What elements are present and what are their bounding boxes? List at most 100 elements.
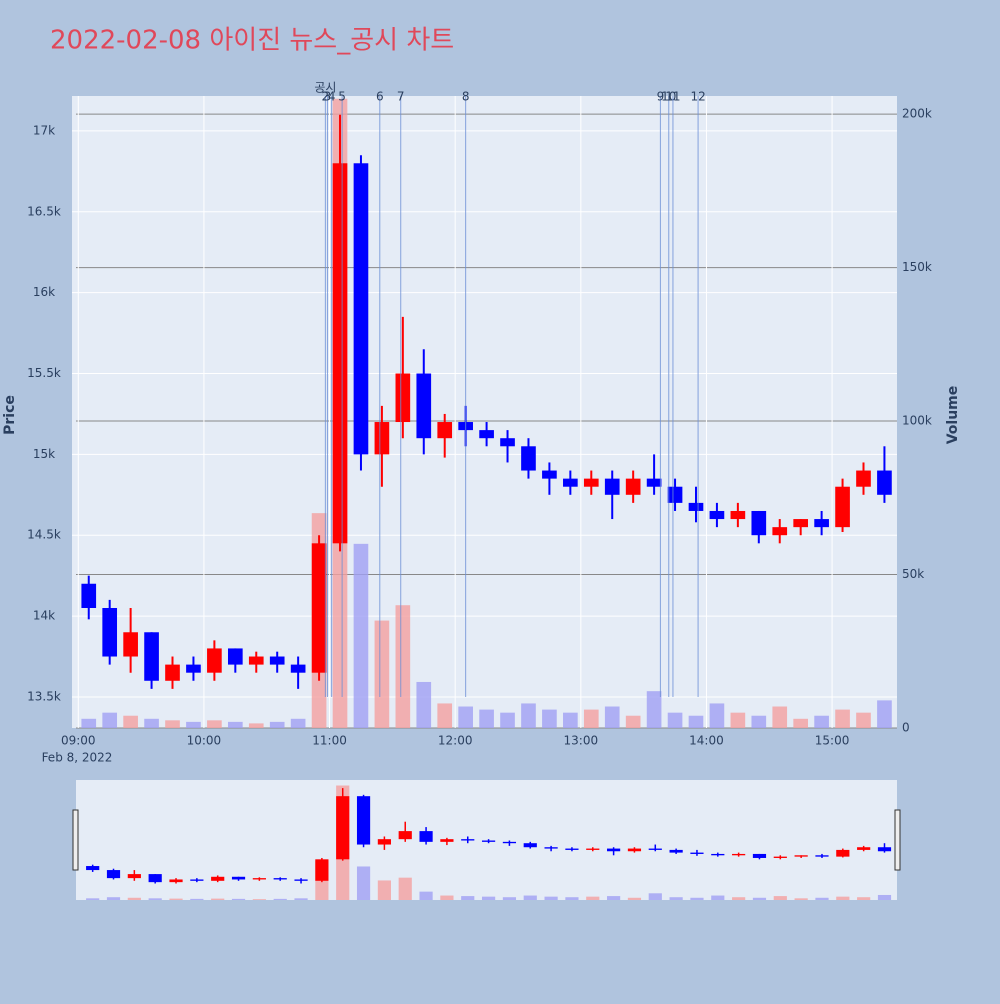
volume-bar <box>772 706 788 728</box>
candle-body <box>144 632 159 681</box>
mini-volume-bar <box>523 895 537 900</box>
mini-candle-body <box>398 831 412 840</box>
mini-candle-body <box>877 847 892 852</box>
mini-volume-bar <box>752 897 767 900</box>
mini-volume-bar <box>106 897 121 900</box>
volume-bar <box>269 721 285 728</box>
volume-bar <box>604 706 620 728</box>
candle-body <box>583 478 599 487</box>
event-label: 6 <box>376 90 384 104</box>
y2-tick-label: 50k <box>902 567 924 581</box>
mini-candle-body <box>586 848 600 850</box>
candle-body <box>311 543 327 673</box>
volume-bar <box>458 706 473 728</box>
y2-axis-title: Volume <box>945 386 961 445</box>
range-handle[interactable] <box>894 809 901 871</box>
candle-body <box>625 478 641 495</box>
mini-volume-bar <box>211 898 225 900</box>
candle-body <box>877 470 892 495</box>
mini-volume-bar <box>148 898 162 900</box>
mini-candle-body <box>336 796 350 860</box>
mini-candle-body <box>127 874 141 879</box>
mini-volume-bar <box>377 880 391 900</box>
mini-volume-bar <box>86 898 100 900</box>
mini-volume-bar <box>648 893 662 900</box>
mini-volume-bar <box>877 894 892 900</box>
mini-volume-bar <box>669 897 683 900</box>
mini-candle-body <box>211 876 225 881</box>
mini-volume-bar <box>461 896 475 900</box>
mini-candle-body <box>690 852 704 854</box>
mini-volume-bar <box>544 896 558 900</box>
volume-bar <box>793 718 809 728</box>
volume-bar <box>227 721 243 728</box>
mini-candle-body <box>294 879 308 881</box>
mini-candle-body <box>732 853 746 856</box>
event-label: 2 <box>322 90 330 104</box>
mini-candle-body <box>461 839 475 841</box>
x-tick-label: 11:00 <box>312 734 347 748</box>
range-slider[interactable] <box>76 780 897 900</box>
mini-candle-body <box>419 831 433 842</box>
volume-bar <box>479 709 494 728</box>
candle-body <box>290 664 306 673</box>
candle-body <box>165 664 180 681</box>
volume-bar <box>730 712 746 728</box>
mini-volume-bar <box>565 897 579 900</box>
event-label: 12 <box>690 90 705 104</box>
mini-candle-body <box>86 866 100 871</box>
volume-bar <box>353 543 369 728</box>
candle-body <box>793 519 809 528</box>
mini-candle-body <box>106 870 121 879</box>
candle-body <box>814 519 829 528</box>
volume-bar <box>563 712 578 728</box>
mini-candle-body <box>440 839 454 842</box>
volume-bar <box>521 703 536 728</box>
event-label: 8 <box>462 90 470 104</box>
mini-candle-body <box>523 843 537 848</box>
y-tick-label: 15k <box>33 447 55 461</box>
volume-bar <box>102 712 118 728</box>
candle-body <box>227 648 243 665</box>
x-tick-label: 15:00 <box>815 734 850 748</box>
candle-body <box>479 430 494 439</box>
volume-bar <box>374 620 390 728</box>
volume-bar <box>165 720 180 728</box>
volume-bar <box>81 718 97 728</box>
candle-body <box>374 422 390 455</box>
mini-volume-bar <box>607 896 621 900</box>
mini-candle-body <box>231 876 246 880</box>
candle-body <box>604 478 620 495</box>
event-label: 7 <box>397 90 405 104</box>
mini-candle-body <box>669 849 683 853</box>
x-tick-label: 10:00 <box>187 734 222 748</box>
y-tick-label: 14.5k <box>27 528 61 542</box>
mini-volume-bar <box>440 895 454 900</box>
volume-bar <box>416 681 432 728</box>
mini-volume-bar <box>836 896 850 900</box>
mini-candle-body <box>502 841 517 844</box>
mini-candle-body <box>711 853 725 856</box>
volume-bar <box>856 712 871 728</box>
mini-candle-body <box>190 879 204 881</box>
candle-body <box>730 510 746 520</box>
volume-bar <box>500 712 515 728</box>
volume-bar <box>688 715 704 728</box>
mini-volume-bar <box>586 896 600 900</box>
volume-bar <box>207 720 222 728</box>
volume-bar <box>290 718 306 728</box>
event-label: 9 <box>657 90 665 104</box>
candle-body <box>81 583 97 609</box>
mini-volume-bar <box>127 897 141 900</box>
x-tick-label: 09:00 <box>61 734 96 748</box>
mini-volume-bar <box>690 897 704 900</box>
mini-candle-body <box>273 878 287 880</box>
range-handle[interactable] <box>72 809 79 871</box>
plot-area <box>72 96 897 728</box>
mini-candle-body <box>752 853 767 858</box>
mini-candle-body <box>857 847 871 850</box>
y2-tick-label: 100k <box>902 414 932 428</box>
y-tick-label: 15.5k <box>27 366 61 380</box>
mini-volume-bar <box>732 897 746 900</box>
